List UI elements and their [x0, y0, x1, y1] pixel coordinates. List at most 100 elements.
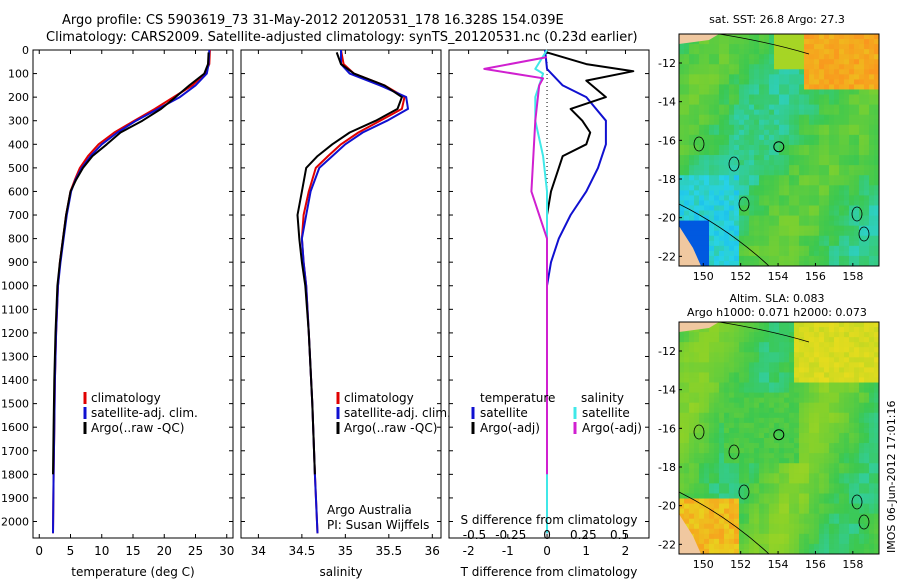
map-cell [829, 533, 835, 540]
map-cell [679, 453, 685, 459]
map-cell [704, 225, 710, 232]
map-cell [834, 397, 840, 404]
map-cell [764, 255, 770, 262]
map-cell [719, 402, 725, 409]
map-cell [804, 165, 810, 171]
map-cell [774, 99, 780, 106]
map-cell [709, 397, 715, 404]
map-cell [774, 448, 780, 454]
map-cell [734, 114, 740, 121]
map-cell [819, 443, 825, 449]
map-cell [744, 523, 750, 530]
map-cell [699, 230, 705, 237]
map-cell [874, 180, 880, 186]
map-cell [834, 114, 840, 121]
map-cell [849, 438, 855, 444]
map-cell [779, 155, 785, 161]
map-cell [849, 352, 855, 358]
map-cell [684, 488, 690, 494]
map-cell [734, 44, 740, 50]
map-cell [764, 468, 770, 474]
map-cell [714, 453, 720, 459]
map-cell [734, 382, 740, 388]
map-cell [714, 225, 720, 232]
pi-annotation: PI: Susan Wijffels [327, 518, 429, 532]
map-cell [809, 357, 815, 363]
map-cell [794, 518, 800, 525]
map-cell [719, 443, 725, 449]
map-cell [779, 160, 785, 166]
map-cell [744, 59, 750, 65]
map-cell [849, 64, 855, 70]
map-cell [849, 205, 855, 211]
map-cell [724, 195, 730, 201]
map-cell [699, 175, 705, 181]
map-cell [794, 392, 800, 399]
map-cell [734, 205, 740, 211]
map-cell [829, 327, 835, 333]
map-cell [854, 235, 860, 242]
map-cell [699, 347, 705, 353]
map-cell [844, 240, 850, 247]
map-cell [799, 513, 805, 520]
map-cell [719, 205, 725, 211]
map-cell [799, 342, 805, 348]
map-cell [849, 165, 855, 171]
map-cell [729, 79, 735, 85]
map-cell [724, 463, 730, 469]
map-cell [734, 180, 740, 186]
map-cell [719, 347, 725, 353]
map-cell [784, 155, 790, 161]
map-cell [819, 523, 825, 530]
map-cell [804, 458, 810, 464]
map-cell [724, 240, 730, 247]
map-cell [864, 160, 870, 166]
map-cell [874, 548, 880, 555]
map-cell [709, 448, 715, 454]
map-cell [844, 250, 850, 257]
map-cell [794, 498, 800, 504]
map-cell [754, 483, 760, 489]
map-cell [824, 220, 830, 227]
map-cell [854, 240, 860, 247]
map-cell [844, 382, 850, 388]
map-cell [689, 352, 695, 358]
map-cell [729, 362, 735, 368]
map-cell [744, 503, 750, 510]
map-cell [789, 230, 795, 237]
map-cell [829, 144, 835, 151]
map-cell [779, 322, 785, 328]
map-cell [754, 508, 760, 515]
map-cell [849, 483, 855, 489]
map-cell [814, 412, 820, 419]
map-cell [719, 332, 725, 338]
map-cell [734, 448, 740, 454]
map-cell [694, 478, 700, 484]
map-cell [704, 543, 710, 550]
map-cell [809, 327, 815, 333]
map-cell [819, 64, 825, 70]
map-cell [769, 175, 775, 181]
map-cell [829, 498, 835, 504]
map-cell [824, 225, 830, 232]
map-cell [719, 387, 725, 394]
map-cell [824, 347, 830, 353]
map-cell [804, 99, 810, 106]
map-cell [759, 144, 765, 151]
map-cell [714, 155, 720, 161]
map-cell [859, 397, 865, 404]
map-cell [719, 448, 725, 454]
map-cell [724, 412, 730, 419]
map-cell [724, 39, 730, 45]
map-cell [869, 160, 875, 166]
map-cell [714, 488, 720, 494]
map-cell [814, 220, 820, 227]
map-cell [724, 250, 730, 257]
map-cell [799, 109, 805, 116]
map-cell [809, 255, 815, 262]
map-cell [854, 139, 860, 146]
map-cell [774, 518, 780, 525]
map-cell [874, 528, 880, 535]
map-cell [779, 200, 785, 206]
map-cell [769, 458, 775, 464]
